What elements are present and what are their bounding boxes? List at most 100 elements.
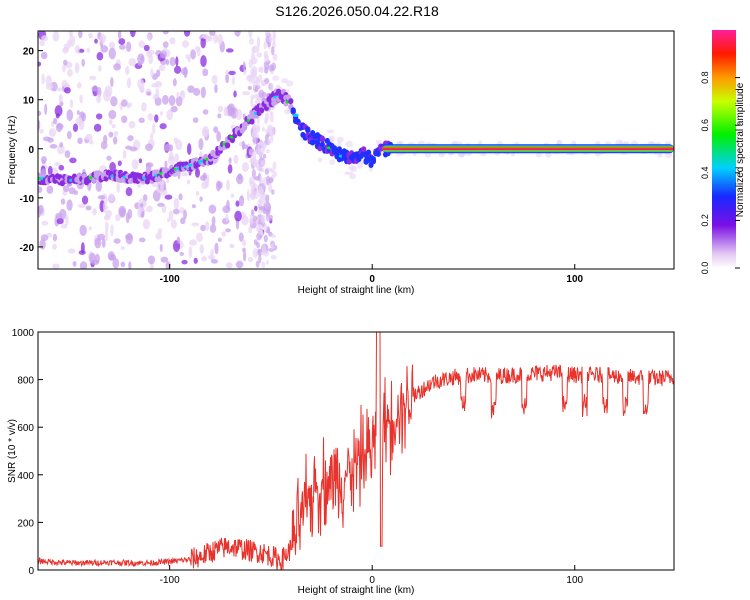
spectrogram-noise-blob [193, 87, 201, 96]
spectrogram-noise-blob [128, 57, 137, 67]
spectrogram-noise-blob [40, 51, 48, 60]
spectrogram-noise-blob [157, 202, 165, 207]
snr-y-ticks: 0 200 400 600 800 1000 [12, 328, 43, 577]
spectrogram-noise-blob [270, 243, 275, 250]
spectrogram-noise-blob [256, 52, 263, 58]
spectrogram-noise-blob [199, 196, 203, 202]
spectrogram-noise-blob [191, 204, 197, 209]
spectrogram-noise-blob [211, 74, 218, 85]
spectrogram-noise-blob [350, 165, 358, 173]
spectrogram-noise-blob [94, 237, 102, 249]
spectrogram-x-tick-label: -100 [160, 274, 180, 285]
spectrogram-noise-blob [271, 189, 275, 195]
spectrogram-noise-blob [595, 140, 601, 145]
spectrogram-noise-blob [119, 44, 126, 50]
snr-y-tick-label: 0 [28, 566, 34, 577]
spectrogram-noise-blob [163, 46, 168, 52]
spectrogram-noise-blob [162, 31, 169, 35]
spectrogram-noise-blob [170, 219, 177, 229]
spectrogram-noise-blob [185, 53, 191, 60]
spectrogram-y-tick-label: 10 [23, 96, 35, 107]
spectrogram-noise-blob [264, 54, 270, 63]
spectrogram-noise-blob [225, 228, 232, 233]
spectrogram-noise-blob [110, 96, 118, 107]
spectrogram-noise-blob [166, 58, 170, 66]
spectrogram-noise-blob [217, 33, 223, 45]
spectrogram-noise-blob [281, 77, 289, 84]
spectrogram-noise-blob [53, 117, 58, 125]
spectrogram-noise-blob [125, 66, 130, 76]
spectrogram-noise-blob [172, 78, 177, 87]
spectrogram-noise-blob [41, 220, 49, 226]
spectrogram-noise-blob [285, 80, 294, 87]
spectrogram-noise-blob [263, 223, 268, 233]
figure-title: S126.2026.050.04.22.R18 [275, 3, 439, 19]
spectrogram-noise-blob [93, 123, 102, 132]
spectrogram-noise-blob [270, 254, 277, 260]
spectrogram-noise-blob [213, 33, 219, 44]
spectrogram-noise-blob [256, 36, 261, 48]
spectrogram-y-axis-label: Frequency (Hz) [7, 116, 18, 185]
colorbar-tick-label: 0.6 [700, 119, 710, 132]
colorbar-tick-label: 0.2 [700, 214, 710, 227]
spectrogram-noise-blob [186, 143, 192, 156]
spectrogram-noise-blob [145, 205, 153, 213]
spectrogram-noise-blob [148, 54, 154, 65]
spectrogram-noise-blob [269, 113, 274, 123]
spectrogram-noise-blob [97, 233, 106, 241]
spectrogram-noise-blob [262, 153, 267, 159]
spectrogram-noise-blob [55, 122, 63, 133]
spectrogram-noise-blob [269, 111, 274, 116]
spectrogram-noise-blob [138, 237, 146, 243]
spectrogram-noise-blob [214, 242, 219, 255]
spectrogram-noise-blob [345, 140, 353, 148]
spectrogram-noise-blob [250, 98, 254, 107]
spectrogram-noise-blob [261, 261, 266, 269]
snr-x-ticks: -100 0 100 [160, 565, 584, 586]
spectrogram-noise-blob [336, 136, 344, 143]
spectrogram-noise-blob [255, 223, 261, 232]
spectrogram-noise-blob [52, 233, 58, 242]
spectrogram-noise-blob [196, 232, 203, 243]
spectrogram-noise-blob [257, 248, 262, 254]
spectrogram-noise-blob [107, 251, 115, 261]
spectrogram-noise-blob [88, 139, 94, 145]
spectrogram-noise-blob [217, 113, 222, 119]
spectrogram-noise-blob [95, 180, 103, 192]
spectrogram-frame [37, 30, 675, 270]
spectrogram-noise-blob [346, 171, 354, 175]
spectrogram-noise-blob [140, 210, 145, 218]
spectrogram-noise-blob [155, 87, 160, 100]
spectrogram-noise-blob [202, 68, 209, 77]
spectrogram-noise-blob [94, 38, 98, 44]
spectrogram-noise-blob [259, 196, 263, 207]
spectrogram-noise-blob [81, 58, 85, 67]
spectrogram-noise-blob [209, 224, 217, 233]
spectrogram-y-tick-label: 0 [28, 145, 34, 156]
spectrogram-noise-blob [225, 74, 230, 84]
spectrogram-ridge-blob [361, 146, 367, 153]
spectrogram-noise-blob [158, 228, 163, 235]
spectrogram-noise-blob [193, 257, 198, 264]
spectrogram-noise-blob [74, 44, 80, 54]
snr-y-tick-label: 400 [17, 471, 34, 482]
spectrogram-noise-blob [200, 86, 206, 99]
spectrogram-ridge-blob [290, 107, 296, 114]
spectrogram-noise-blob [52, 263, 60, 269]
spectrogram-noise-blob [250, 94, 255, 100]
spectrogram-noise-blob [246, 189, 250, 202]
spectrogram-noise-blob [182, 40, 190, 48]
spectrogram-noise-blob [236, 174, 244, 185]
spectrogram-noise-blob [191, 222, 200, 227]
spectrogram-noise-blob [113, 238, 121, 244]
spectrogram-noise-blob [231, 76, 235, 86]
spectrogram-noise-blob [175, 96, 183, 107]
spectrogram-noise-blob [38, 61, 42, 67]
spectrogram-noise-blob [50, 81, 58, 92]
spectrogram-noise-blob [252, 137, 257, 145]
spectrogram-ridge-blob [365, 149, 372, 156]
spectrogram-noise-blob [96, 94, 102, 104]
spectrogram-noise-blob [264, 112, 270, 122]
spectrogram-noise-blob [230, 107, 236, 115]
spectrogram-noise-blob [54, 161, 61, 167]
